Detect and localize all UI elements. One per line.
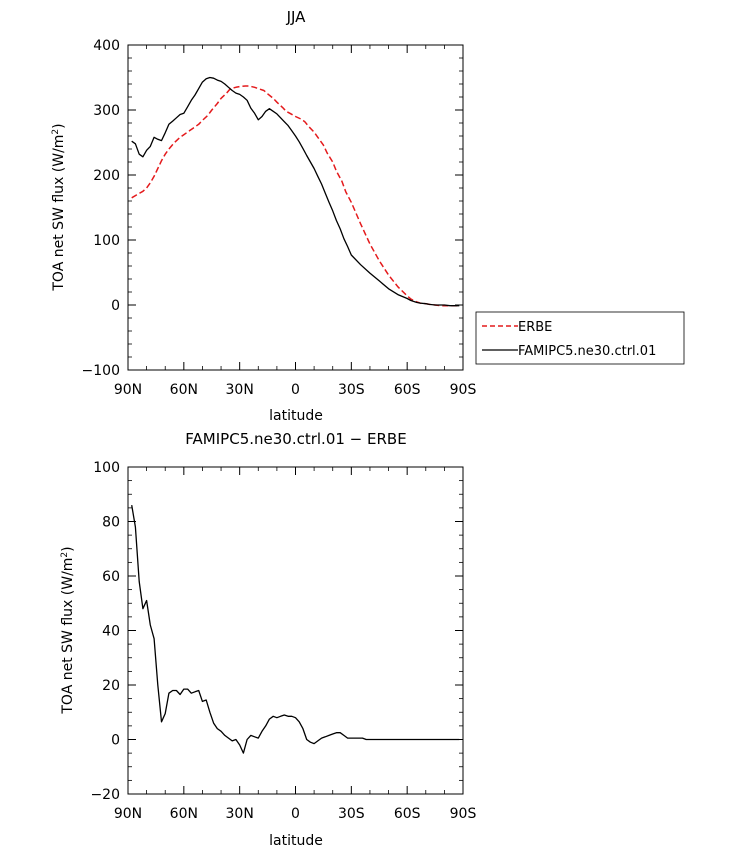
x-tick-label: 0 bbox=[291, 806, 300, 822]
y-tick-label: 100 bbox=[93, 233, 120, 249]
y-tick-label: 80 bbox=[102, 515, 120, 531]
plot-frame bbox=[127, 44, 464, 371]
x-axis-label: latitude bbox=[269, 408, 323, 424]
x-tick-label: 60N bbox=[170, 382, 198, 398]
x-tick-labels: 90N 60N 30N 0 30S 60S 90S bbox=[114, 806, 477, 822]
y-tick-label: 0 bbox=[111, 733, 120, 749]
legend-box bbox=[475, 311, 685, 365]
y-tick-labels: 100 80 60 40 20 0 −20 bbox=[90, 460, 120, 803]
legend-label-famipc5: FAMIPC5.ne30.ctrl.01 bbox=[518, 344, 656, 359]
legend-label-erbe: ERBE bbox=[518, 320, 552, 335]
x-axis-label: latitude bbox=[269, 833, 323, 849]
x-tick-label: 30N bbox=[226, 806, 254, 822]
y-tick-labels: 400 300 200 100 0 −100 bbox=[82, 38, 120, 379]
series-line-difference bbox=[131, 504, 460, 754]
y-tick-label: 40 bbox=[102, 624, 120, 640]
legend: ERBE FAMIPC5.ne30.ctrl.01 bbox=[475, 311, 685, 365]
tick-marks bbox=[127, 44, 464, 371]
x-tick-labels: 90N 60N 30N 0 30S 60S 90S bbox=[114, 382, 477, 398]
x-tick-label: 60S bbox=[394, 382, 421, 398]
y-tick-label: 300 bbox=[93, 103, 120, 119]
y-tick-label: 400 bbox=[93, 38, 120, 54]
y-tick-label: −20 bbox=[90, 787, 120, 803]
y-axis-label: TOA net SW flux (W/m2) bbox=[51, 123, 67, 291]
y-tick-label: 20 bbox=[102, 678, 120, 694]
tick-marks bbox=[127, 466, 464, 795]
x-tick-label: 90S bbox=[450, 806, 477, 822]
series-group bbox=[131, 504, 460, 754]
x-tick-label: 90N bbox=[114, 382, 142, 398]
y-tick-label: 100 bbox=[93, 460, 120, 476]
x-tick-label: 30S bbox=[338, 806, 365, 822]
series-group bbox=[131, 76, 460, 307]
chart-title: FAMIPC5.ne30.ctrl.01 − ERBE bbox=[185, 430, 406, 448]
y-tick-label: 0 bbox=[111, 298, 120, 314]
y-axis-label: TOA net SW flux (W/m2) bbox=[60, 546, 76, 714]
x-tick-label: 60N bbox=[170, 806, 198, 822]
panel-difference: FAMIPC5.ne30.ctrl.01 − ERBE 100 80 60 40 20 0… bbox=[60, 430, 476, 849]
x-tick-label: 90S bbox=[450, 382, 477, 398]
y-tick-label: −100 bbox=[82, 363, 120, 379]
series-line-erbe bbox=[131, 85, 460, 307]
y-tick-label: 60 bbox=[102, 569, 120, 585]
x-tick-label: 30N bbox=[226, 382, 254, 398]
x-tick-label: 90N bbox=[114, 806, 142, 822]
series-line-famipc5-ne30-ctrl-01 bbox=[131, 76, 460, 307]
x-tick-label: 0 bbox=[291, 382, 300, 398]
x-tick-label: 30S bbox=[338, 382, 365, 398]
plot-frame bbox=[127, 466, 464, 795]
x-tick-label: 60S bbox=[394, 806, 421, 822]
y-tick-label: 200 bbox=[93, 168, 120, 184]
chart-title: JJA bbox=[286, 8, 307, 26]
